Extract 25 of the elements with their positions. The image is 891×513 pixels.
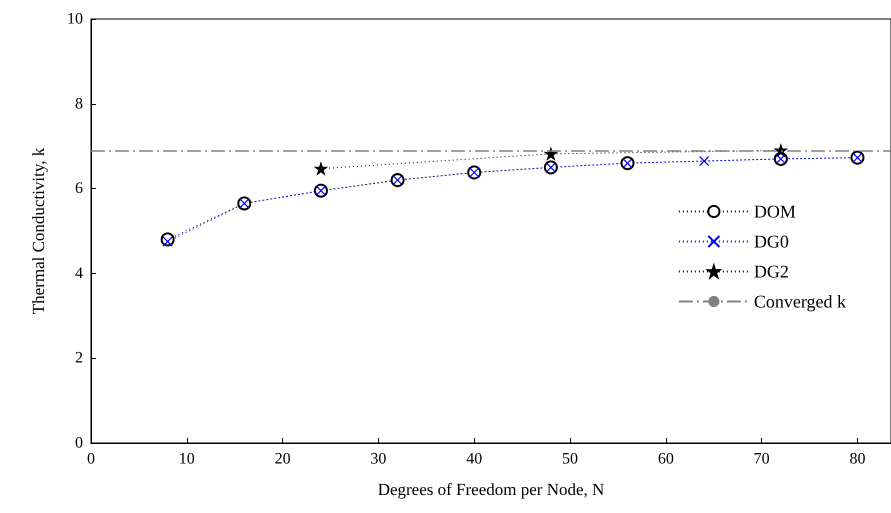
legend-label: DG2: [754, 262, 789, 282]
x-tick-label: 30: [370, 450, 386, 468]
y-axis-title: Thermal Conductivity, k: [29, 147, 48, 314]
legend-label: DG0: [754, 232, 789, 252]
x-tick-label: 50: [562, 450, 578, 468]
legend-label: DOM: [754, 202, 796, 222]
x-tick-label: 40: [466, 450, 482, 468]
x-tick-label: 70: [754, 450, 770, 468]
x-tick-label: 10: [178, 450, 195, 468]
y-tick-label: 8: [75, 95, 83, 112]
y-tick-label: 4: [75, 264, 83, 282]
y-tick-label: 6: [75, 180, 83, 198]
x-tick-label: 20: [274, 450, 291, 468]
y-tick-label: 2: [75, 350, 83, 367]
x-tick-label: 60: [658, 450, 674, 468]
x-tick-label: 0: [87, 450, 95, 468]
point: [544, 148, 557, 160]
point: [314, 162, 328, 175]
x-axis-title: Degrees of Freedom per Node, N: [378, 480, 604, 499]
y-tick-label: 0: [75, 434, 83, 452]
y-tick-label: 10: [67, 10, 83, 28]
point: [774, 144, 787, 157]
x-tick-label: 80: [849, 450, 866, 468]
point: [699, 156, 710, 166]
legend-label: Converged k: [754, 292, 846, 312]
